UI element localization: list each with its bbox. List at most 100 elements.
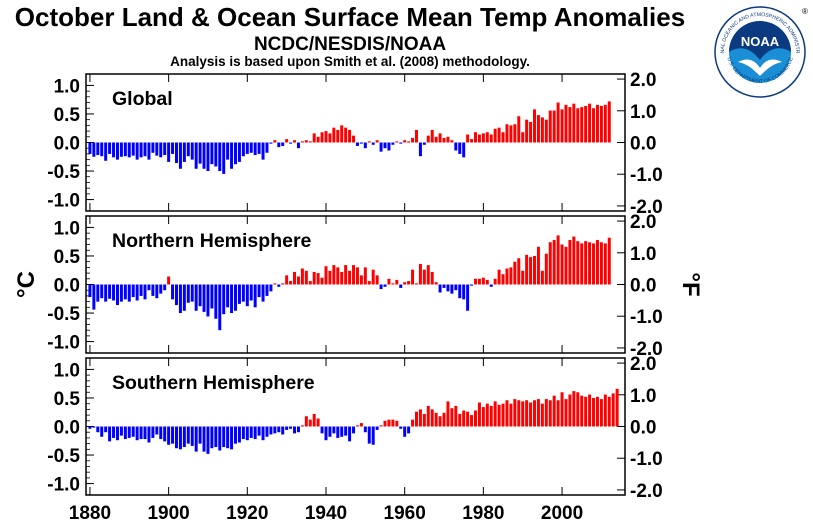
bar-1957 [391, 142, 395, 145]
bar-1989 [517, 258, 521, 285]
bar-1993 [533, 109, 537, 143]
bar-1906 [190, 284, 194, 302]
bar-1976 [466, 134, 470, 143]
bar-1966 [426, 265, 430, 285]
bar-2000 [560, 392, 564, 427]
bar-1997 [548, 400, 552, 427]
bar-2009 [595, 396, 599, 427]
bar-1956 [387, 142, 391, 151]
panel-label: Global [112, 88, 173, 110]
bar-1896 [151, 284, 155, 296]
bar-1942 [332, 127, 336, 143]
bar-1887 [115, 284, 119, 306]
bar-1897 [155, 426, 159, 435]
bar-1903 [178, 426, 182, 450]
bar-1947 [352, 135, 356, 143]
bar-1885 [108, 142, 112, 154]
bar-1960 [403, 426, 407, 437]
bar-1994 [536, 115, 540, 143]
y2-tick-label: 0.0 [630, 134, 656, 155]
bar-1885 [108, 284, 112, 299]
bar-1951 [367, 141, 371, 143]
panel-1 [85, 73, 626, 212]
bar-1930 [285, 426, 289, 430]
bar-1901 [171, 142, 175, 154]
bar-1984 [497, 404, 501, 427]
y2-tick-label: 1.0 [630, 386, 656, 407]
bar-1999 [556, 102, 560, 143]
bar-1975 [462, 410, 466, 427]
bar-1880 [88, 284, 92, 298]
bar-1987 [509, 403, 513, 427]
bar-1981 [485, 403, 489, 427]
bar-1977 [470, 284, 474, 286]
bar-1920 [245, 426, 249, 441]
bar-1996 [544, 119, 548, 143]
bar-1940 [324, 426, 328, 441]
bar-1892 [135, 142, 139, 160]
bar-1899 [163, 284, 167, 291]
bar-1909 [202, 284, 206, 312]
panel-label: Southern Hemisphere [112, 372, 315, 394]
bar-1898 [159, 284, 163, 294]
bar-2003 [572, 103, 576, 143]
bar-1890 [127, 426, 131, 438]
bar-1911 [210, 284, 214, 309]
bar-1959 [399, 426, 403, 429]
bar-1931 [289, 426, 293, 429]
bar-1932 [293, 140, 297, 143]
bar-1909 [202, 426, 206, 452]
bar-1948 [355, 425, 359, 427]
bar-1913 [218, 142, 222, 172]
bar-2001 [564, 399, 568, 427]
bar-1924 [261, 284, 265, 302]
bar-1926 [269, 284, 273, 292]
bar-1880 [88, 426, 92, 429]
bar-1970 [442, 412, 446, 427]
bar-1994 [536, 399, 540, 427]
bar-1908 [198, 142, 202, 164]
bar-1957 [391, 283, 395, 285]
y-tick-label: 1.0 [54, 218, 80, 239]
bar-1983 [493, 128, 497, 143]
bar-1933 [296, 276, 300, 285]
bar-1983 [493, 278, 497, 285]
bar-1904 [182, 426, 186, 448]
bar-1950 [363, 426, 367, 433]
bar-2007 [588, 242, 592, 285]
bar-1892 [135, 426, 139, 441]
bar-1978 [474, 132, 477, 143]
bar-1972 [450, 140, 454, 143]
bar-2004 [576, 392, 580, 427]
bar-1910 [206, 426, 210, 454]
bar-1968 [434, 412, 438, 427]
bar-1965 [422, 142, 426, 145]
bar-2006 [584, 105, 588, 143]
bar-1943 [336, 129, 340, 143]
bar-1936 [308, 141, 312, 143]
bar-1883 [100, 142, 104, 157]
bar-1964 [418, 263, 422, 285]
bar-1987 [509, 125, 513, 143]
bar-1961 [407, 281, 411, 285]
panel-3 [85, 357, 626, 496]
bar-1919 [241, 426, 245, 440]
bar-1943 [336, 426, 340, 438]
bar-1915 [226, 284, 230, 308]
bar-1943 [336, 267, 340, 285]
bar-1953 [375, 275, 379, 285]
bar-1963 [414, 411, 418, 427]
bar-1917 [234, 426, 237, 444]
y2-tick-label: -2.0 [630, 339, 663, 360]
y-tick-label: -0.5 [47, 304, 80, 325]
bar-1964 [418, 409, 422, 427]
bar-1984 [497, 269, 501, 285]
bar-1882 [96, 426, 100, 433]
bar-1961 [407, 426, 411, 434]
bar-1963 [414, 283, 418, 285]
bar-1918 [237, 426, 241, 443]
bar-1986 [505, 268, 509, 285]
bar-1979 [477, 402, 481, 427]
bar-1945 [344, 127, 348, 143]
bar-1999 [556, 400, 560, 427]
